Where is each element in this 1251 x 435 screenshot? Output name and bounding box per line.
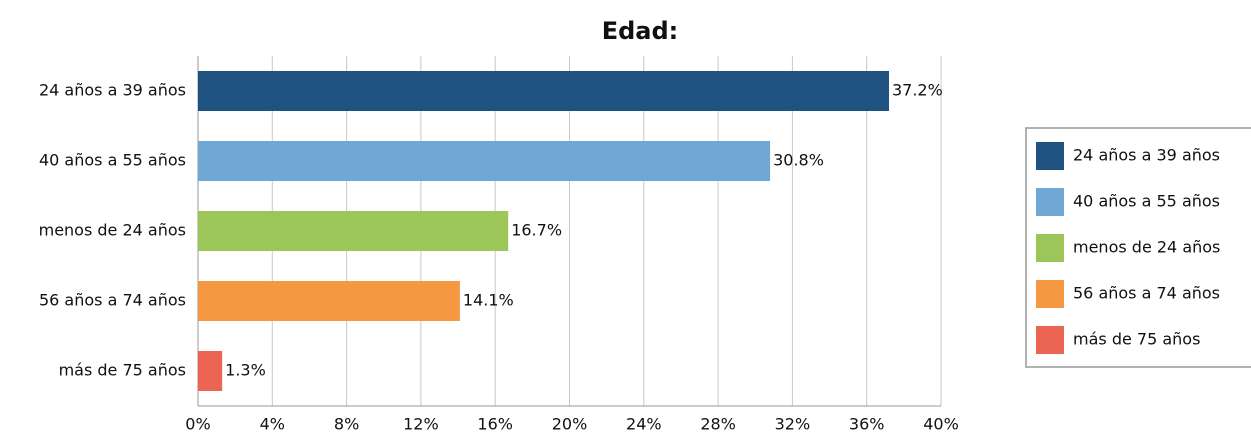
legend-swatch — [1036, 280, 1064, 308]
legend-label: 40 años a 55 años — [1073, 192, 1220, 211]
value-label: 1.3% — [225, 361, 266, 380]
legend-swatch — [1036, 188, 1064, 216]
chart-title: Edad: — [602, 17, 679, 45]
bar — [198, 351, 223, 391]
x-tick-label: 4% — [260, 415, 285, 434]
bar — [198, 141, 771, 181]
legend-label: 56 años a 74 años — [1073, 284, 1220, 303]
value-label: 37.2% — [892, 81, 943, 100]
y-tick-label: menos de 24 años — [39, 221, 186, 240]
x-tick-label: 20% — [552, 415, 588, 434]
y-tick-label: más de 75 años — [59, 361, 186, 380]
y-tick-label: 40 años a 55 años — [39, 151, 186, 170]
legend-label: menos de 24 años — [1073, 238, 1220, 257]
y-tick-label: 24 años a 39 años — [39, 81, 186, 100]
value-label: 14.1% — [463, 291, 514, 310]
legend-swatch — [1036, 234, 1064, 262]
legend-label: 24 años a 39 años — [1073, 146, 1220, 165]
x-tick-label: 32% — [775, 415, 811, 434]
x-tick-label: 24% — [626, 415, 662, 434]
value-label: 30.8% — [773, 151, 824, 170]
value-label: 16.7% — [511, 221, 562, 240]
bar — [198, 211, 509, 251]
x-tick-label: 40% — [923, 415, 959, 434]
legend-swatch — [1036, 142, 1064, 170]
x-tick-label: 28% — [700, 415, 736, 434]
legend-label: más de 75 años — [1073, 330, 1200, 349]
x-tick-label: 0% — [185, 415, 210, 434]
bar — [198, 281, 460, 321]
bar — [198, 71, 889, 111]
x-tick-label: 12% — [403, 415, 439, 434]
y-tick-label: 56 años a 74 años — [39, 291, 186, 310]
x-tick-label: 8% — [334, 415, 359, 434]
x-tick-label: 16% — [477, 415, 513, 434]
legend-swatch — [1036, 326, 1064, 354]
x-tick-label: 36% — [849, 415, 885, 434]
